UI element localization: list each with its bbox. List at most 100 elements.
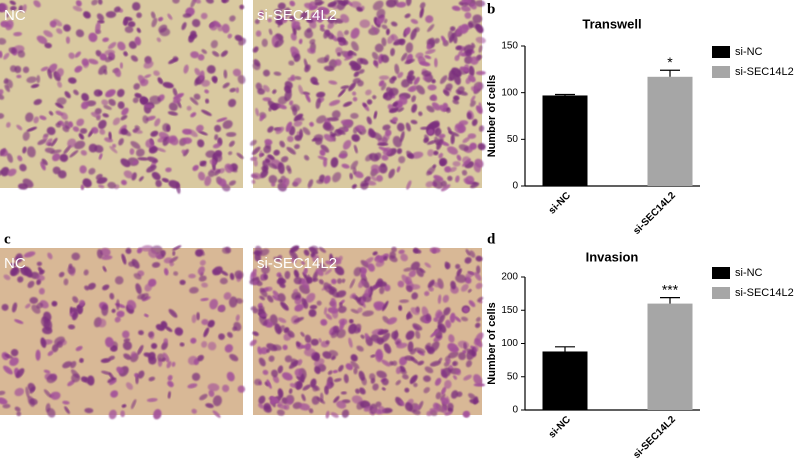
cell [349,278,356,289]
cell [332,172,342,183]
cell [451,390,459,399]
cell [314,365,321,375]
cell [299,344,307,349]
cell [84,285,90,291]
cell [468,20,480,29]
cell [406,180,412,190]
cell [229,87,237,93]
cell [440,35,447,44]
cell [64,406,70,414]
cell [124,26,134,33]
cell [291,19,296,29]
cell [212,266,223,276]
cell [300,11,308,20]
cell [88,143,98,153]
cell [320,319,328,326]
cell [0,89,4,96]
cell [252,308,259,314]
cell [455,368,461,376]
cell [268,28,273,36]
cell [109,292,115,300]
cell [478,45,483,53]
cell [272,295,280,301]
cell [197,266,205,275]
cell [29,386,36,394]
cell [103,69,108,75]
cell [166,361,172,369]
cell [406,313,413,319]
cell [425,345,432,353]
cell [379,286,385,295]
cell [464,12,472,19]
cell [43,369,51,374]
cell [414,347,426,354]
cell [398,156,406,164]
cell [157,77,164,85]
cell [348,318,354,324]
cell [426,410,433,417]
cell [399,369,407,375]
cell [71,252,81,261]
cell [84,407,94,414]
cell [400,253,408,262]
cell [458,144,469,152]
cell [258,403,264,409]
cell [3,365,13,375]
cell [41,158,48,166]
cell [25,112,34,123]
cell [182,148,189,157]
cell [285,121,293,133]
cell [294,144,300,150]
cell [356,345,364,352]
cell [201,109,212,116]
cell [68,77,77,84]
cell [225,132,237,137]
cell [199,259,206,266]
error-bar [660,69,680,77]
cell [195,124,204,133]
cell [431,94,438,102]
cell [212,143,222,149]
cell [433,150,439,156]
cell [26,126,38,132]
cell [9,0,16,6]
cell [334,265,345,276]
cell [263,273,268,280]
cell [97,0,103,5]
cell [425,15,434,23]
cell [57,170,67,179]
cell [284,355,293,363]
cell [259,313,268,317]
cell [14,319,24,324]
cell [258,315,268,326]
cell [378,80,385,87]
cell [199,248,205,256]
cell [371,24,378,35]
cell [375,401,382,408]
cell [108,409,117,420]
cell [404,27,411,35]
cell [259,169,269,179]
cell [42,326,53,335]
cell [426,44,432,50]
cell [51,343,59,353]
cell [153,70,160,76]
cell [340,13,350,23]
cell [101,304,109,316]
cell [392,135,402,148]
cell [323,65,335,72]
cell [351,41,359,52]
cell [323,282,332,293]
cell [406,285,413,293]
cell [343,55,354,61]
cell [114,316,121,323]
cell [187,383,198,389]
cell [97,318,107,328]
cell [403,267,413,272]
cell [424,262,432,268]
cell [462,137,470,144]
cell [319,27,326,32]
cell [284,80,293,90]
cell [201,49,207,54]
cell [11,302,18,313]
